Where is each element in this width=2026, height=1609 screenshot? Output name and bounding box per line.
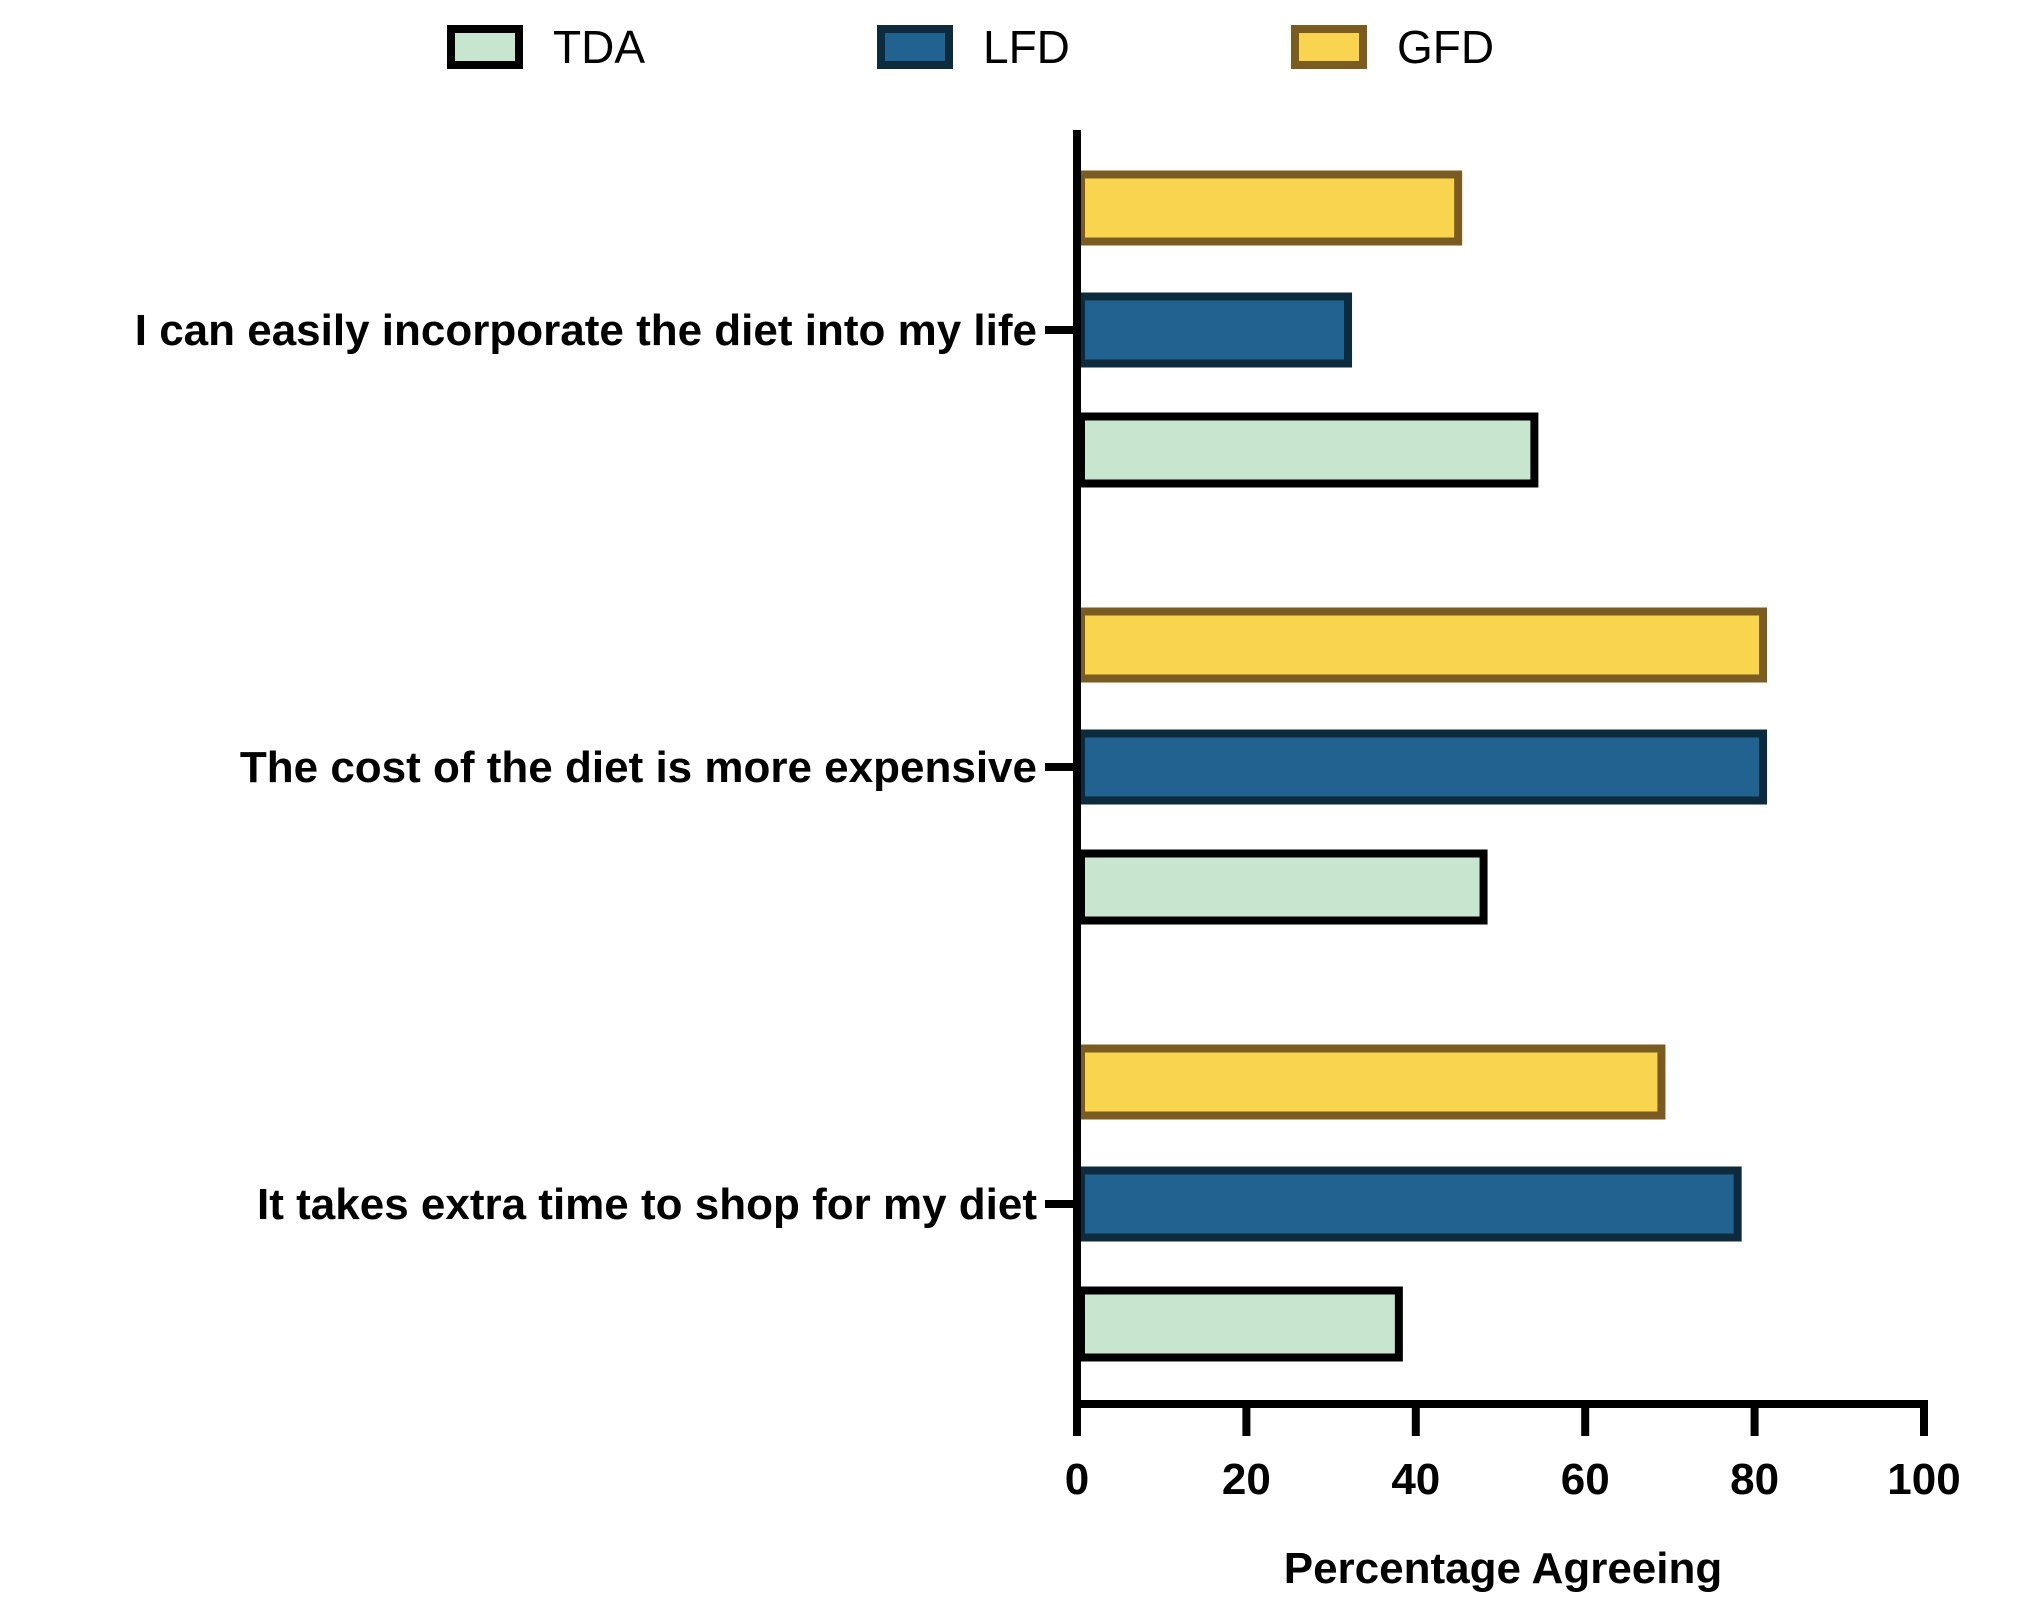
bar-tda-3 [1077,1286,1403,1362]
x-axis-title: Percentage Agreeing [1284,1544,1723,1593]
legend-label-lfd: LFD [983,21,1070,73]
category-label-3: It takes extra time to shop for my diet [257,1180,1037,1229]
bars [1077,170,1768,1362]
legend-swatch-gfd [1291,25,1367,69]
bar-lfd-1 [1077,292,1353,368]
x-tick-label-60: 60 [1561,1455,1610,1504]
legend-swatch-tda [447,25,523,69]
legend-label-tda: TDA [553,21,645,73]
legend: TDA LFD GFD [447,21,1494,73]
x-tick-label-0: 0 [1065,1455,1089,1504]
axes: I can easily incorporate the diet into m… [135,130,1961,1504]
x-tick-label-80: 80 [1730,1455,1779,1504]
x-tick-label-20: 20 [1222,1455,1271,1504]
category-label-1: I can easily incorporate the diet into m… [135,306,1037,355]
x-tick-label-40: 40 [1391,1455,1440,1504]
bar-gfd-3 [1077,1044,1666,1120]
bar-lfd-3 [1077,1166,1742,1242]
bar-tda-1 [1077,412,1539,488]
legend-swatch-lfd [877,25,953,69]
bar-lfd-2 [1077,729,1768,805]
bar-tda-2 [1077,849,1488,925]
bar-gfd-1 [1077,170,1463,246]
legend-label-gfd: GFD [1397,21,1494,73]
category-label-2: The cost of the diet is more expensive [240,743,1037,792]
bar-gfd-2 [1077,607,1768,683]
x-tick-label-100: 100 [1887,1455,1960,1504]
